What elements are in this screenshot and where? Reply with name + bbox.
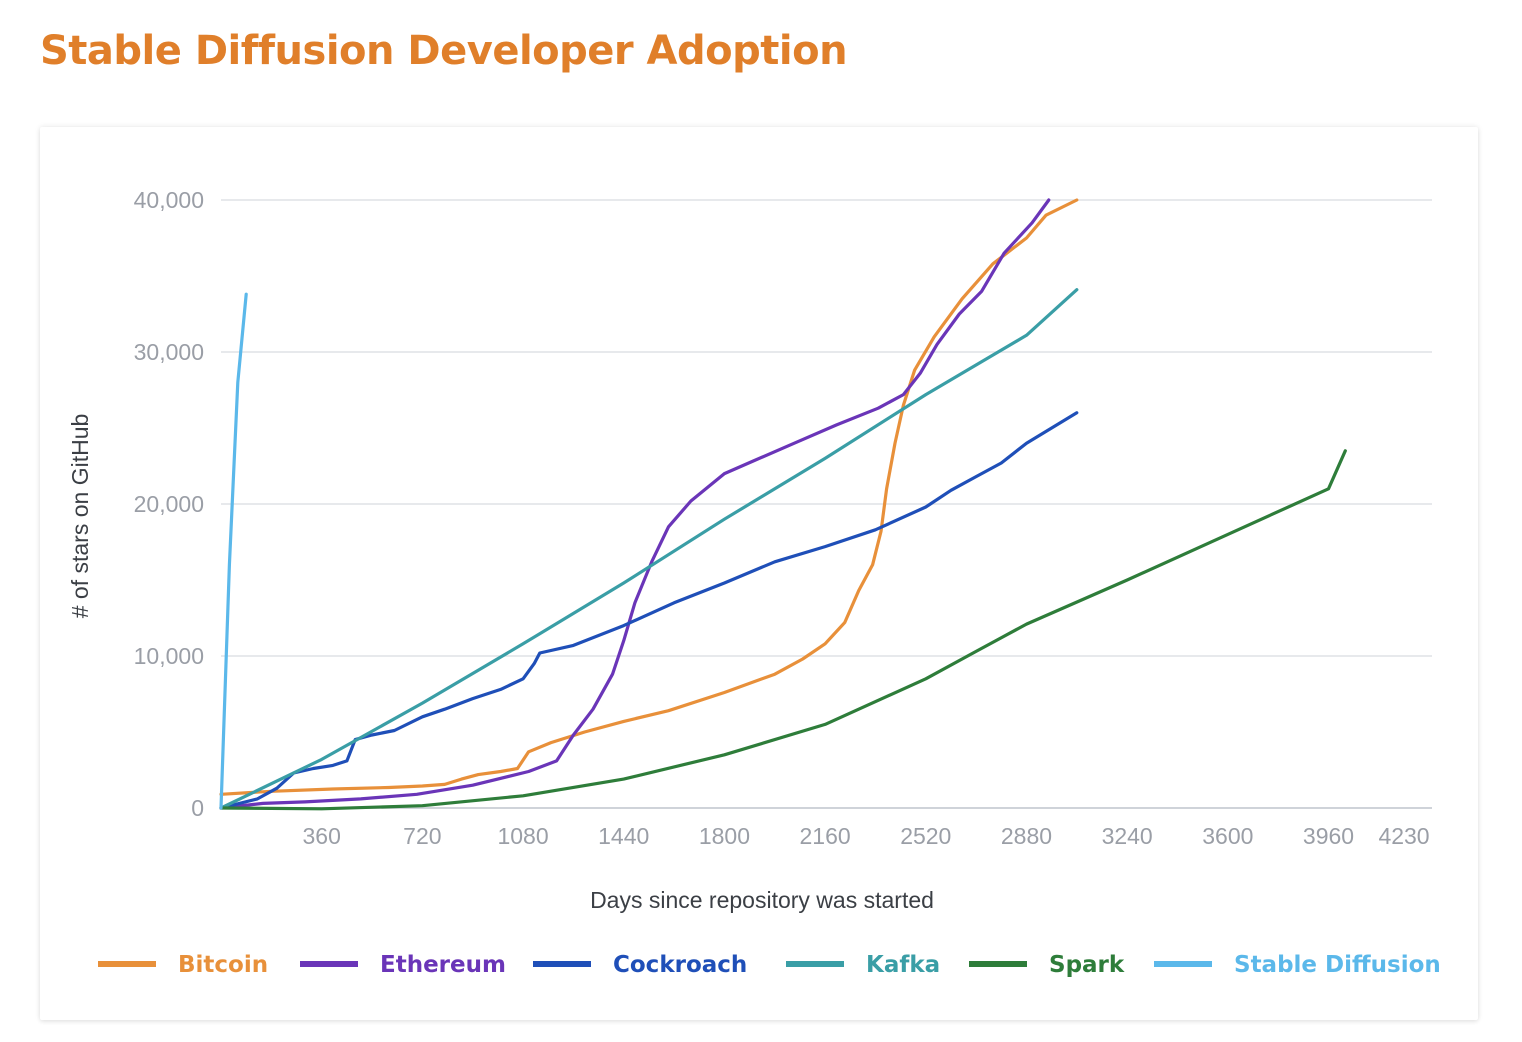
legend-label: Cockroach — [613, 952, 747, 978]
x-tick-label: 3240 — [1102, 823, 1153, 849]
chart-card: 0 10,000 20,000 30,000 40,000 360 720 1080 1440… — [40, 127, 1478, 1020]
y-axis-ticks: 0 10,000 20,000 30,000 40,000 — [134, 187, 204, 821]
x-tick-label: 1440 — [598, 823, 649, 849]
legend-item-stable-diffusion: Stable Diffusion — [1154, 952, 1441, 978]
legend-label: Stable Diffusion — [1234, 952, 1441, 978]
series-line-stable-diffusion — [219, 292, 248, 810]
x-tick-label: 2880 — [1001, 823, 1052, 849]
legend-item-ethereum: Ethereum — [300, 952, 506, 978]
legend-label: Ethereum — [380, 952, 506, 978]
x-tick-label: 2520 — [900, 823, 951, 849]
legend: Bitcoin Ethereum Cockroach Kafka Spark Stable… — [98, 952, 1441, 978]
legend-item-kafka: Kafka — [786, 952, 940, 978]
x-tick-label: 3600 — [1202, 823, 1253, 849]
y-tick-label: 40,000 — [134, 187, 204, 213]
series-line-cockroach — [219, 411, 1079, 810]
series-line-spark — [219, 449, 1347, 811]
series-layer — [219, 198, 1347, 811]
legend-item-cockroach: Cockroach — [533, 952, 747, 978]
legend-item-spark: Spark — [969, 952, 1125, 978]
grid-layer — [221, 199, 1432, 809]
x-tick-label: 4230 — [1378, 823, 1429, 849]
x-tick-label: 3960 — [1303, 823, 1354, 849]
series-line-kafka — [219, 288, 1079, 810]
legend-item-bitcoin: Bitcoin — [98, 952, 268, 978]
legend-label: Kafka — [866, 952, 940, 978]
line-chart: 0 10,000 20,000 30,000 40,000 360 720 1080 1440… — [67, 187, 1441, 978]
series-line-ethereum — [219, 198, 1051, 810]
y-tick-label: 30,000 — [134, 339, 204, 365]
page-title: Stable Diffusion Developer Adoption — [40, 28, 848, 74]
legend-label: Spark — [1049, 952, 1125, 978]
y-tick-label: 20,000 — [134, 491, 204, 517]
y-axis-label: # of stars on GitHub — [67, 414, 93, 619]
x-tick-label: 2160 — [800, 823, 851, 849]
y-tick-label: 10,000 — [134, 643, 204, 669]
legend-label: Bitcoin — [178, 952, 268, 978]
x-tick-label: 1800 — [699, 823, 750, 849]
x-tick-label: 1080 — [497, 823, 548, 849]
x-tick-label: 720 — [403, 823, 441, 849]
y-tick-label: 0 — [191, 795, 204, 821]
x-axis-ticks: 360 720 1080 1440 1800 2160 2520 2880 3240 3600 39… — [302, 823, 1429, 849]
x-axis-label: Days since repository was started — [590, 887, 934, 913]
x-tick-label: 360 — [302, 823, 340, 849]
series-line-bitcoin — [219, 198, 1079, 796]
